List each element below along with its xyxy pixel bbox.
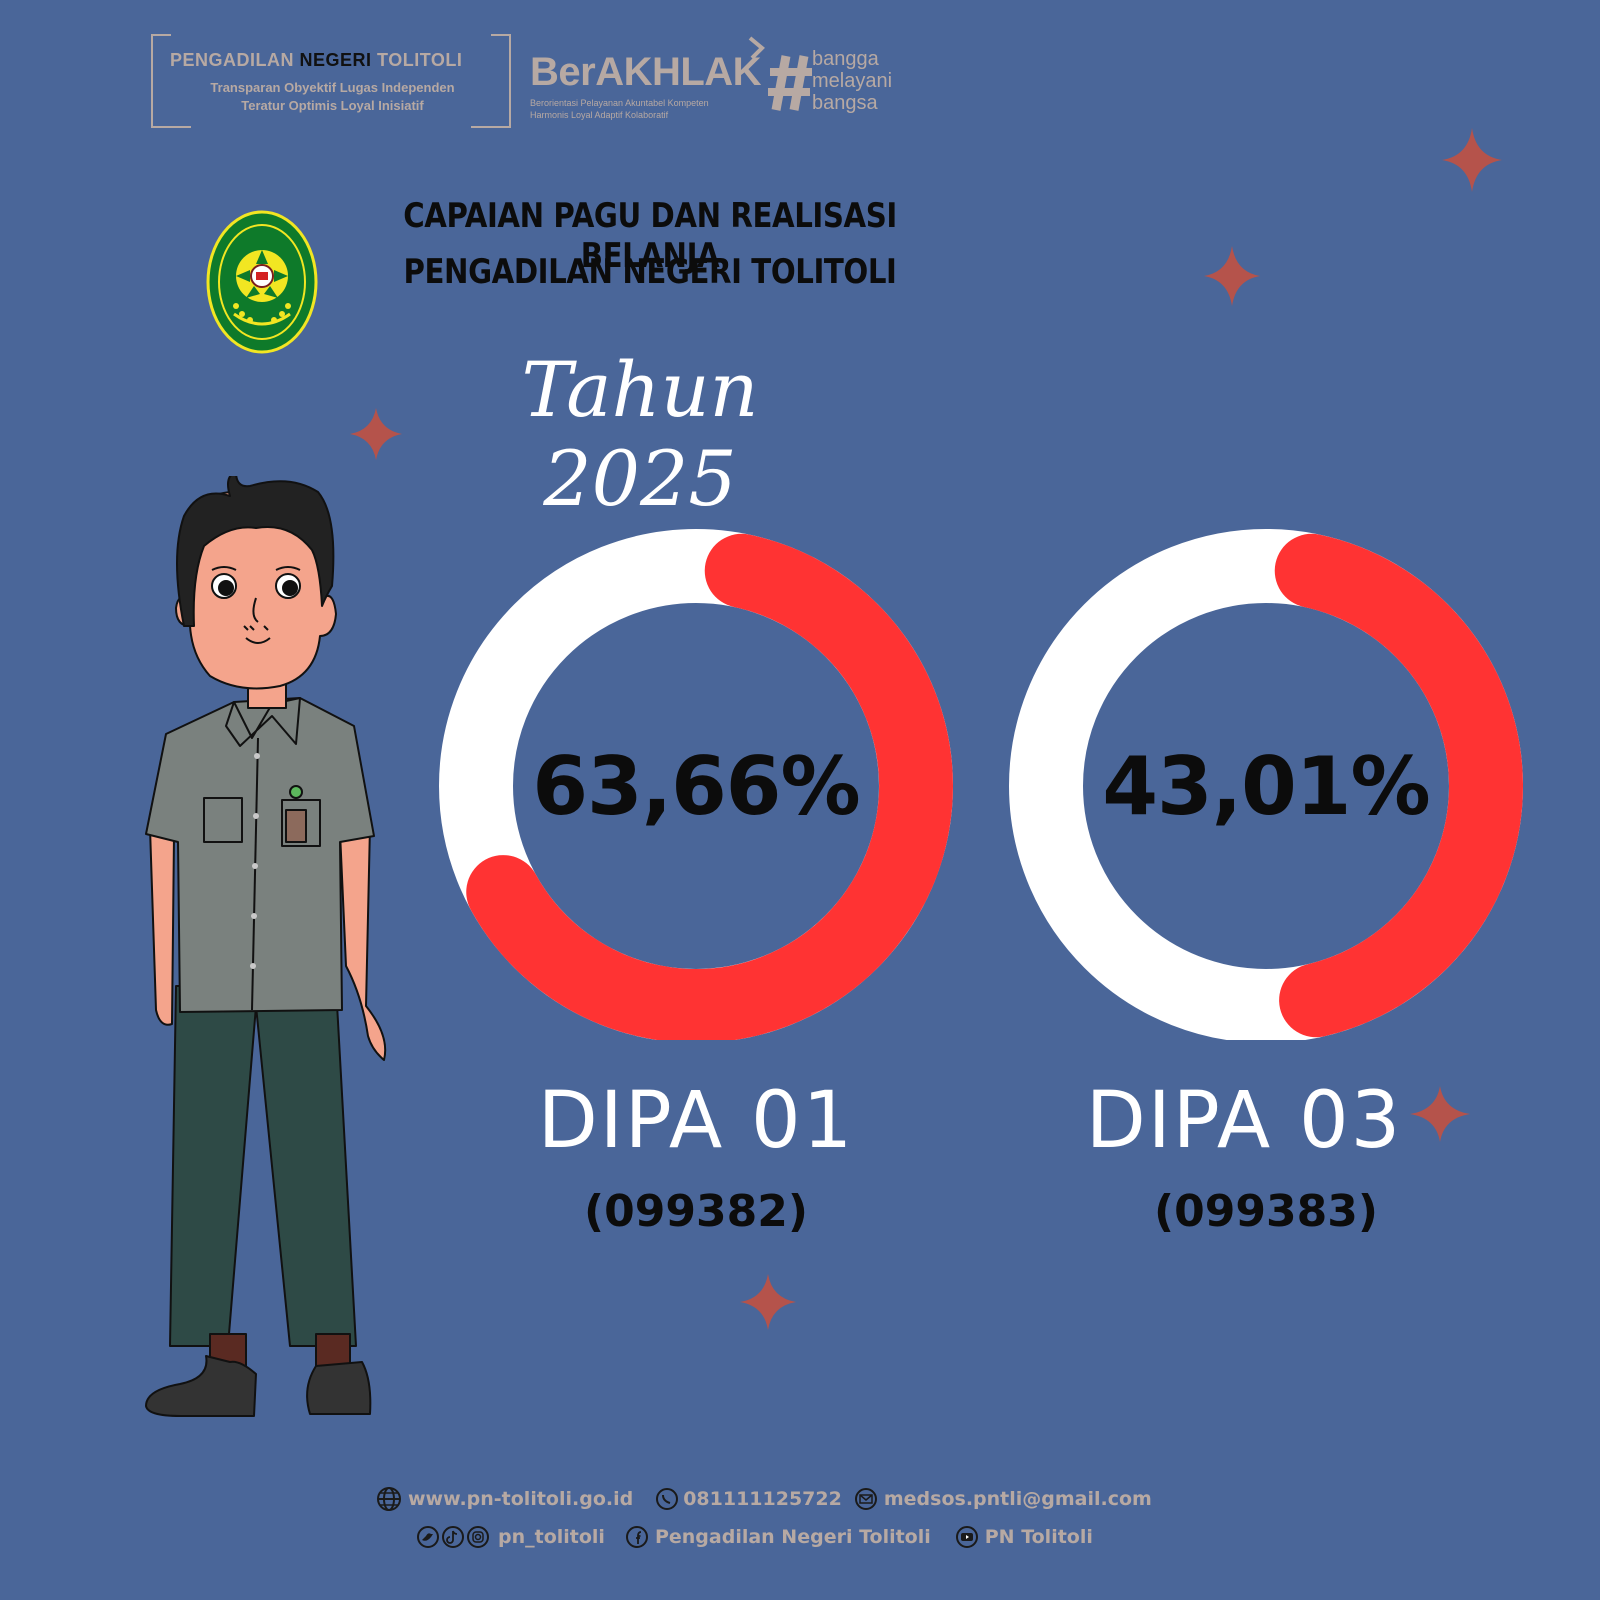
- donut-value-label-1: 43,01%: [1102, 740, 1430, 833]
- employee-illustration: [145, 476, 387, 1417]
- whatsapp-icon: [656, 1488, 679, 1510]
- donut-chart-1: [1009, 529, 1523, 1040]
- sparkle-icon: [350, 408, 402, 460]
- title-line-1: CAPAIAN PAGU DAN REALISASI BELANJA: [403, 196, 897, 276]
- sparkle-icon: [1442, 128, 1502, 192]
- berakhlak-logo: BerAKHLAK: [530, 50, 762, 94]
- header-banner-frame: [151, 34, 511, 128]
- facebook-page[interactable]: Pengadilan Negeri Tolitoli: [654, 1526, 931, 1548]
- youtube-icon[interactable]: [955, 1525, 979, 1549]
- court-name: PENGADILAN NEGERI TOLITOLI: [170, 50, 463, 70]
- sparkle-icon: [1204, 246, 1260, 306]
- email-icon: [854, 1488, 877, 1510]
- footer-row-1: www.pn-tolitoli.go.id 081111125722 medso…: [376, 1486, 1152, 1512]
- motto-line-2: Teratur Optimis Loyal Inisiatif: [241, 98, 424, 113]
- website-link[interactable]: www.pn-tolitoli.go.id: [408, 1488, 634, 1510]
- berakhlak-chevron-icon: [748, 36, 765, 60]
- sparkle-icon: [1410, 1086, 1470, 1142]
- court-seal-logo: [206, 210, 318, 354]
- berakhlak-subtitle-2: Harmonis Loyal Adaptif Kolaboratif: [530, 110, 669, 120]
- year-title: Tahun 2025: [521, 345, 759, 523]
- hashtag-icon: [768, 55, 812, 111]
- hashtag-line-2: melayani: [812, 70, 893, 92]
- hashtag-line-1: bangga: [812, 48, 879, 70]
- donut-progress: [1274, 533, 1523, 1038]
- berakhlak-subtitle-1: Berorientasi Pelayanan Akuntabel Kompete…: [530, 98, 709, 108]
- sparkle-icon: [740, 1274, 796, 1330]
- dipa-code-0: (099382): [584, 1186, 808, 1237]
- dipa-title-1: DIPA 03: [1085, 1076, 1403, 1166]
- email-address[interactable]: medsos.pntli@gmail.com: [883, 1488, 1152, 1510]
- social-handle[interactable]: pn_tolitoli: [498, 1526, 605, 1548]
- facebook-icon[interactable]: [625, 1525, 649, 1549]
- hashtag-line-3: bangsa: [812, 92, 878, 114]
- footer-row-2: pn_tolitoli Pengadilan Negeri Tolitoli P…: [416, 1525, 1093, 1549]
- instagram-icon[interactable]: [466, 1525, 490, 1549]
- donut-chart-0: [439, 529, 953, 1040]
- motto-line-1: Transparan Obyektif Lugas Independen: [210, 80, 455, 95]
- globe-icon: [377, 1487, 401, 1511]
- donut-progress: [466, 533, 953, 1040]
- youtube-channel[interactable]: PN Tolitoli: [984, 1526, 1093, 1548]
- title-line-2: PENGADILAN NEGERI TOLITOLI: [403, 252, 897, 292]
- donut-value-label-0: 63,66%: [532, 740, 860, 833]
- whatsapp-number[interactable]: 081111125722: [683, 1488, 842, 1510]
- tiktok-icon[interactable]: [441, 1525, 465, 1549]
- twitter-icon[interactable]: [416, 1525, 440, 1549]
- dipa-title-0: DIPA 01: [537, 1076, 855, 1166]
- dipa-code-1: (099383): [1154, 1186, 1378, 1237]
